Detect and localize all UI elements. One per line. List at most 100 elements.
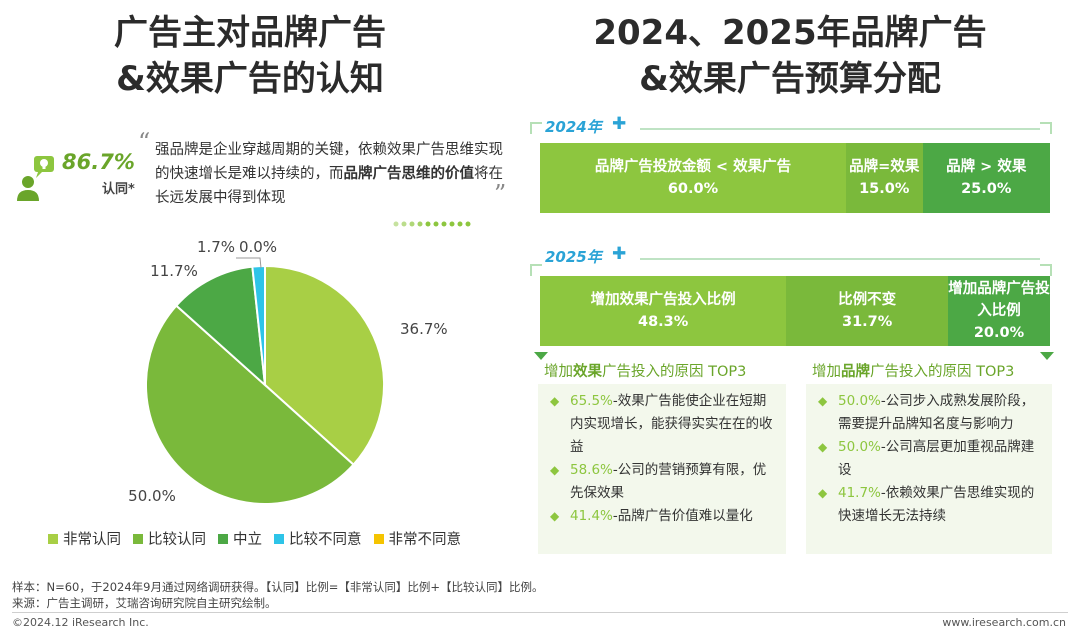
bar-2025-segment-2-value: 31.7% [842,314,893,330]
legend-label-2: 比较认同 [148,532,206,548]
diamond-icon: ◆ [550,394,560,408]
year-2024-divider [640,128,1040,130]
bar-2025-segment-3-label: 增加品牌广告投入比例 [948,281,1050,319]
bar-2025-segment-1-label: 增加效果广告投入比例 [590,292,736,308]
idea-person-icon [17,156,54,201]
legend-item-1: 非常认同 [48,528,121,549]
bar-2025-segment-3-value: 20.0% [973,325,1025,341]
bar-2024-segment-3: 品牌 > 效果 25.0% [922,143,1050,213]
year-2025-label: 2025年 [545,248,602,266]
legend-label-5: 非常不同意 [388,532,462,548]
quote-text: 强品牌是企业穿越周期的关键，依赖效果广告思维实现的快速增长是难以持续的，而品牌广… [155,138,510,210]
diamond-icon: ◆ [818,486,828,500]
pie-legend: 非常认同 比较认同 中立 比较不同意 非常不同意 [48,528,461,549]
brand-title-post: 广告投入的原因 TOP3 [870,364,1015,380]
diamond-icon: ◆ [818,394,828,408]
legend-label-1: 非常认同 [63,532,121,548]
pie-leader-line [236,257,262,269]
bracket-2024-left [530,122,542,134]
brand-reason-2-pct: 50.0% [838,439,881,455]
effect-reason-3-pct: 41.4% [570,508,613,524]
diamond-icon: ◆ [550,463,560,477]
pie-label-5: 0.0% [239,238,277,256]
diamond-icon: ◆ [550,509,560,523]
copyright: ©2024.12 iResearch Inc. [12,616,149,629]
bar-2024-segment-2-label: 品牌=效果 [849,159,920,175]
legend-swatch-4 [274,533,284,544]
brand-reason-3: ◆ 41.7%-依赖效果广告思维实现的快速增长无法持续 [818,482,1040,528]
footnote-source: 来源：广告主调研，艾瑞咨询研究院自主研究绘制。 [12,596,277,610]
effect-reason-3-text: -品牌广告价值难以量化 [612,508,753,524]
bar-2025-segment-3: 增加品牌广告投入比例 20.0% [947,276,1050,346]
agree-percent: 86.7% [62,150,135,174]
bar-2025-segment-1-value: 48.3% [638,314,689,330]
legend-label-3: 中立 [233,532,262,548]
effect-title-pre: 增加 [544,364,573,380]
bar-2024-segment-3-value: 25.0% [961,181,1012,197]
legend-swatch-5 [373,533,384,544]
year-2025-divider [640,258,1040,260]
bar-2024-segment-1-value: 60.0% [667,181,719,197]
diamond-icon: ◆ [818,440,828,454]
right-title: 2024、2025年品牌广告 &效果广告预算分配 [560,10,1020,102]
bar-2025-segment-2: 比例不变 31.7% [786,276,948,346]
legend-item-4: 比较不同意 [274,528,362,549]
legend-item-2: 比较认同 [133,528,206,549]
pie-slice-4 [251,264,266,386]
close-quote-icon: ” [494,180,507,208]
brand-reason-3-text: -依赖效果广告思维实现的快速增长无法持续 [838,485,1035,524]
bar-2024-segment-2-value: 15.0% [859,181,910,197]
effect-reason-1: ◆ 65.5%-效果广告能使企业在短期内实现增长，能获得实实在在的收益 [550,390,774,459]
brand-reasons-title: 增加品牌广告投入的原因 TOP3 [808,360,1019,381]
left-title: 广告主对品牌广告 &效果广告的认知 [60,10,440,102]
brand-reason-1: ◆ 50.0%-公司步入成熟发展阶段，需要提升品牌知名度与影响力 [818,390,1040,436]
footnote-sample: 样本：N=60，于2024年9月通过网络调研获得。【认同】比例=【非常认同】比例… [12,580,544,594]
website-link[interactable]: www.iresearch.com.cn [942,616,1066,629]
pie-slice-3 [174,265,267,388]
pie-label-4: 1.7% [197,238,235,256]
legend-swatch-2 [133,533,143,544]
right-title-line1: 2024、2025年品牌广告 [593,13,987,53]
decorative-dots [393,221,471,227]
agree-stat: 86.7% 认同* [14,150,144,210]
effect-reason-3: ◆ 41.4%-品牌广告价值难以量化 [550,505,774,528]
bar-2024: 品牌广告投放金额 < 效果广告 60.0% 品牌=效果 15.0% 品牌 > 效果 25.… [540,143,1050,213]
bar-2024-segment-1-label: 品牌广告投放金额 < 效果广告 [594,159,792,175]
bar-2024-segment-2: 品牌=效果 15.0% [846,143,923,213]
agreement-pie-chart: 36.7% 50.0% 11.7% 1.7% 0.0% [128,238,447,505]
quote-part1: 强品牌是企业穿越周期的关键，依赖效果广告思维实现的快速增长是难以持续的，而 [155,142,503,182]
effect-title-bold: 效果 [573,364,602,380]
puzzle-icon-2024: ✚ [612,114,627,134]
footer-divider [12,612,1068,613]
pie-slice-1 [264,264,385,467]
legend-label-4: 比较不同意 [289,532,362,548]
brand-reason-2: ◆ 50.0%-公司高层更加重视品牌建设 [818,436,1040,482]
legend-swatch-3 [218,533,228,544]
bar-2024-segment-1: 品牌广告投放金额 < 效果广告 60.0% [540,143,846,213]
left-title-line2: &效果广告的认知 [116,59,384,99]
open-quote-icon: “ [138,128,151,156]
right-title-line2: &效果广告预算分配 [639,59,941,99]
quote-part2: 将在长远发展中得到体现 [155,166,503,206]
effect-reason-1-pct: 65.5% [570,393,613,409]
pie-label-3: 11.7% [150,262,198,280]
pie-label-2: 50.0% [128,487,176,505]
agree-label: 认同* [102,182,135,197]
notch-right [1040,352,1054,360]
legend-item-5: 非常不同意 [373,528,462,549]
puzzle-icon-2025: ✚ [612,244,627,264]
legend-item-3: 中立 [218,528,262,549]
bracket-2025-left [530,264,542,276]
effect-reason-2-pct: 58.6% [570,462,613,478]
brand-reason-2-text: -公司高层更加重视品牌建设 [838,439,1035,478]
quote-bold: 品牌广告思维的价值 [343,166,475,182]
pie-slice-2 [145,304,355,505]
left-title-line1: 广告主对品牌广告 [114,13,386,53]
effect-reason-1-text: -效果广告能使企业在短期内实现增长，能获得实实在在的收益 [570,393,773,455]
effect-title-post: 广告投入的原因 TOP3 [602,364,747,380]
brand-reasons-box: ◆ 50.0%-公司步入成熟发展阶段，需要提升品牌知名度与影响力 ◆ 50.0%-公… [806,384,1052,554]
effect-reasons-box: ◆ 65.5%-效果广告能使企业在短期内实现增长，能获得实实在在的收益 ◆ 58.6… [538,384,786,554]
year-2024-label: 2024年 [545,118,602,136]
bracket-2025-right [1040,264,1052,276]
footnote: 样本：N=60，于2024年9月通过网络调研获得。【认同】比例=【非常认同】比例… [12,579,543,611]
